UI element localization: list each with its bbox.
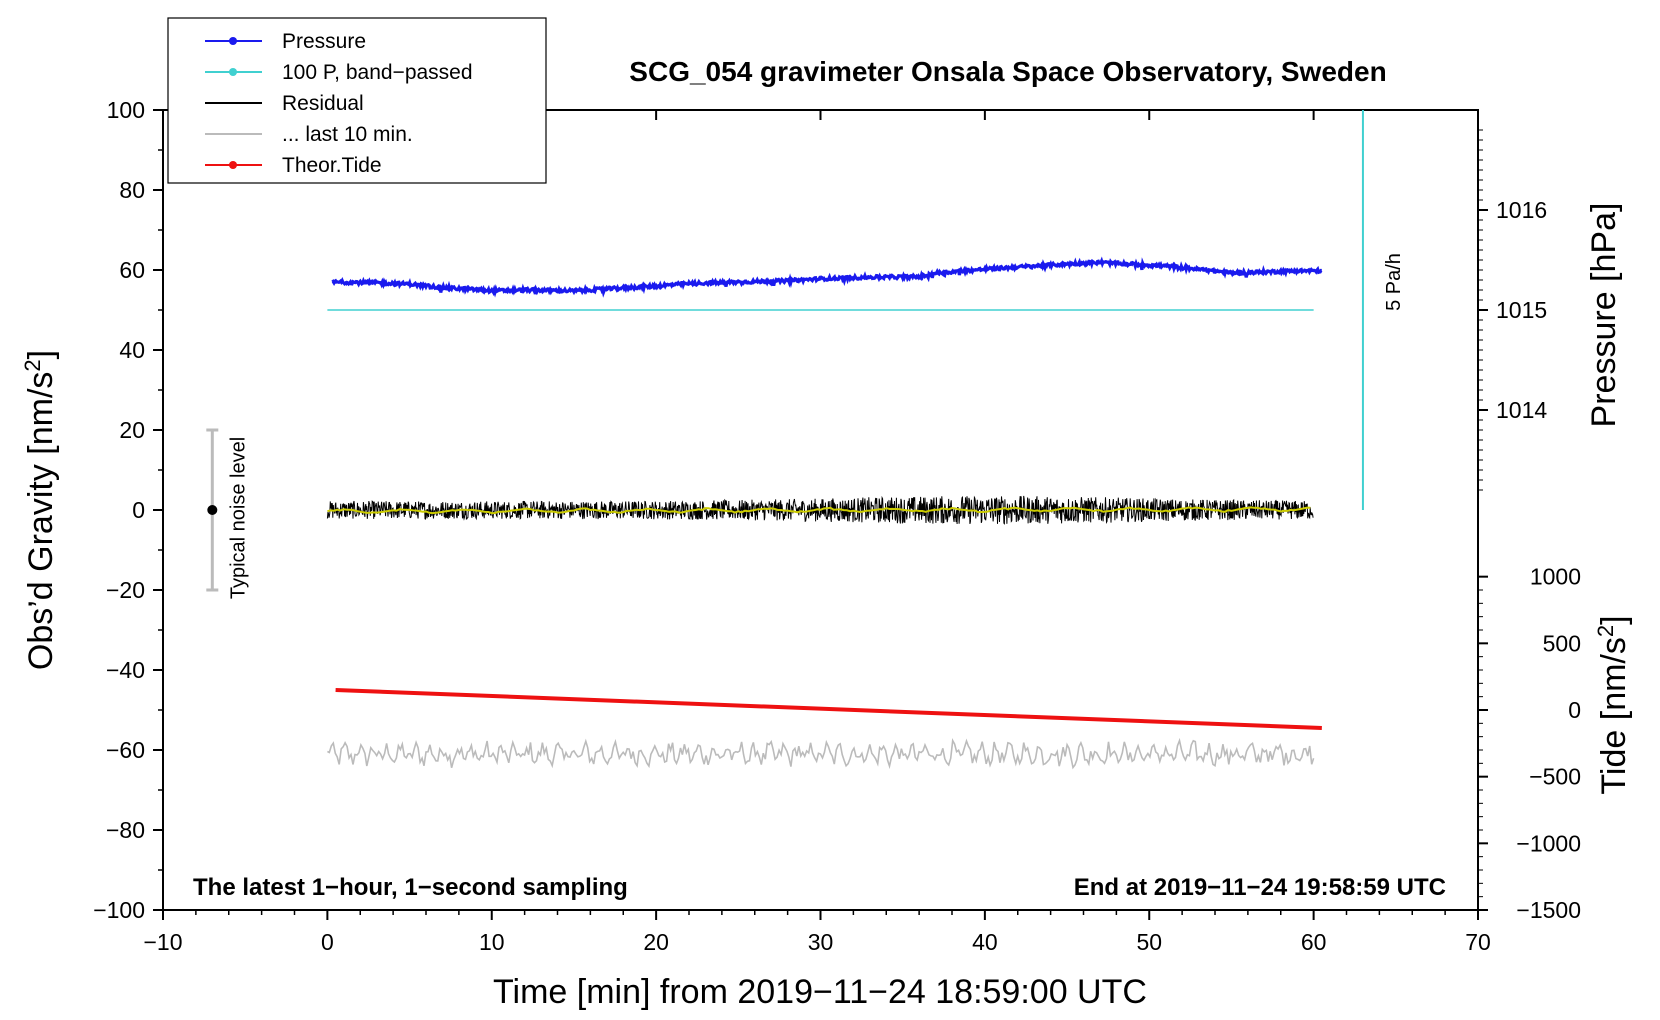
left-axis-label-end: ]	[22, 350, 60, 359]
legend-marker-4	[229, 161, 237, 169]
legend-label-0: Pressure	[282, 30, 366, 53]
x-axis-label: Time [min] from 2019−11−24 18:59:00 UTC	[493, 973, 1147, 1011]
series-theoretical-tide	[335, 688, 1322, 730]
y-tick-label-60: 60	[119, 257, 145, 283]
y-tick-label-40: 40	[119, 337, 145, 363]
series-residual-filtered	[327, 506, 1311, 515]
series-last-10-min	[327, 737, 1315, 770]
noise-level-label: Typical noise level	[227, 437, 249, 599]
tide-axis: 1000 500 0 −500 −1000 −1500	[1478, 564, 1581, 923]
legend: Pressure 100 P, band−passed Residual ... la…	[167, 17, 547, 184]
legend-label-2: Residual	[282, 92, 364, 115]
left-axis-label-main: Obs’d Gravity [nm/s	[22, 372, 60, 671]
y-tick-label-80: 80	[119, 177, 145, 203]
y-tick-label-100: 100	[107, 97, 145, 123]
series-pressure	[331, 256, 1323, 298]
y-tick-label--60: −60	[106, 737, 145, 763]
x-axis: −10 0 10 20 30 40 50 60 70	[143, 110, 1491, 955]
tide-tick-label--1500: −1500	[1516, 897, 1581, 923]
tide-axis-label: Tide [nm/s2]	[1593, 615, 1633, 794]
noise-level-center	[207, 505, 218, 515]
legend-marker-0	[229, 37, 237, 45]
legend-marker-1	[229, 68, 237, 76]
tide-tick-label-1000: 1000	[1530, 564, 1581, 590]
y-tick-label-0: 0	[132, 497, 145, 523]
left-axis-label: Obs’d Gravity [nm/s2]	[20, 350, 60, 670]
pressure-tick-label-1015: 1015	[1496, 297, 1547, 323]
y-tick-label--40: −40	[106, 657, 145, 683]
noise-level-bar	[206, 428, 219, 592]
tide-tick-label--1000: −1000	[1516, 830, 1581, 856]
y-tick-label--80: −80	[106, 817, 145, 843]
legend-box	[167, 17, 547, 184]
left-axis-label-sup: 2	[20, 359, 45, 371]
pressure-axis: 1014 1015 1016	[1478, 129, 1547, 491]
x-tick-label-0: 0	[321, 929, 334, 955]
end-time-note: End at 2019−11−24 19:58:59 UTC	[1074, 874, 1446, 901]
tide-tick-label--500: −500	[1529, 764, 1581, 790]
tide-axis-label-sup: 2	[1593, 625, 1618, 637]
legend-label-3: ... last 10 min.	[282, 123, 413, 146]
left-y-axis: −100 −80 −60 −40 −20 0 20 40 60 80 100	[93, 97, 163, 923]
sampling-note: The latest 1−hour, 1−second sampling	[193, 874, 628, 901]
series-layer	[326, 256, 1323, 770]
x-tick-label--10: −10	[143, 929, 182, 955]
tide-tick-label-500: 500	[1543, 630, 1581, 656]
tide-axis-label-main: Tide [nm/s	[1595, 637, 1633, 794]
y-tick-label--20: −20	[106, 577, 145, 603]
legend-label-1: 100 P, band−passed	[282, 61, 473, 84]
legend-label-4: Theor.Tide	[282, 154, 382, 177]
x-tick-label-30: 30	[808, 929, 834, 955]
chart-title: SCG_054 gravimeter Onsala Space Observat…	[629, 56, 1386, 87]
y-tick-label-20: 20	[119, 417, 145, 443]
x-tick-label-70: 70	[1465, 929, 1491, 955]
tide-axis-label-end: ]	[1595, 615, 1633, 624]
y-tick-label--100: −100	[93, 897, 145, 923]
pressure-axis-label: Pressure [hPa]	[1585, 203, 1623, 428]
tide-tick-label-0: 0	[1568, 697, 1581, 723]
x-tick-label-40: 40	[972, 929, 998, 955]
x-tick-label-60: 60	[1301, 929, 1327, 955]
pressure-tick-label-1016: 1016	[1496, 197, 1547, 223]
x-tick-label-10: 10	[479, 929, 505, 955]
pressure-tick-label-1014: 1014	[1496, 397, 1547, 423]
x-tick-label-50: 50	[1136, 929, 1162, 955]
pressure-rate-label: 5 Pa/h	[1383, 253, 1405, 311]
x-tick-label-20: 20	[643, 929, 669, 955]
legend-items: Pressure 100 P, band−passed Residual ... la…	[205, 30, 473, 177]
